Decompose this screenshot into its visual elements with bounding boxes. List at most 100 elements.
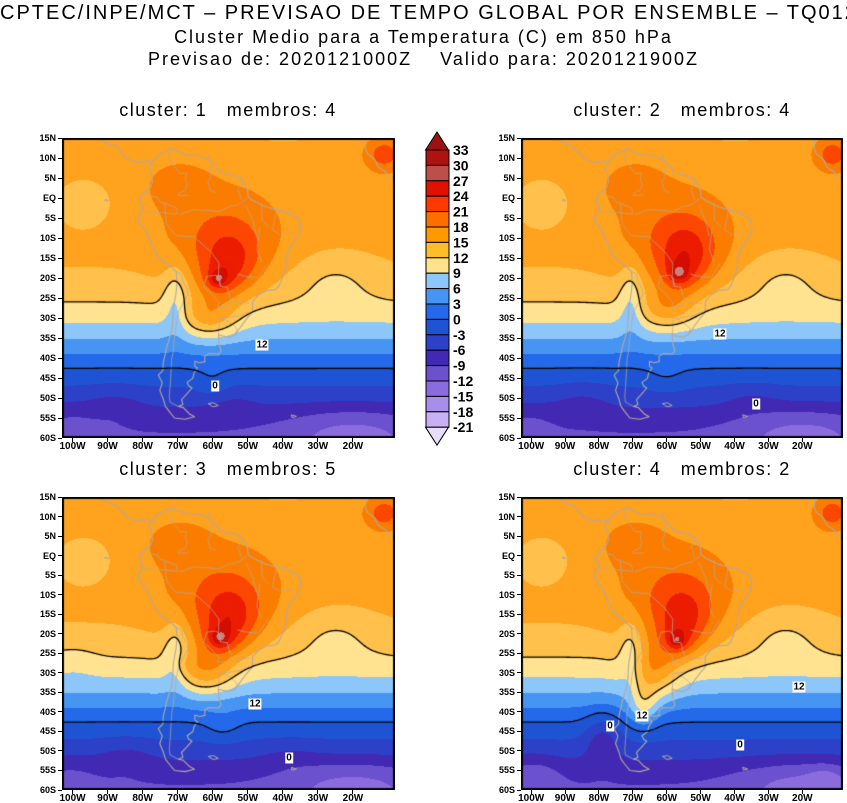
lat-tick xyxy=(517,789,521,791)
lon-label: 90W xyxy=(97,793,118,803)
lat-tick xyxy=(517,137,521,139)
lon-label: 30W xyxy=(758,441,779,452)
lon-label: 30W xyxy=(758,793,779,803)
lat-label: 45S xyxy=(39,726,56,737)
lat-label: 20S xyxy=(39,273,56,283)
lat-label: 10N xyxy=(39,153,56,163)
lat-tick xyxy=(58,691,62,693)
colorbar-value: 15 xyxy=(453,234,469,250)
lat-label: 35S xyxy=(39,333,56,343)
lat-label: 15S xyxy=(498,609,515,620)
lat-tick xyxy=(517,317,521,319)
lon-label: 50W xyxy=(690,441,711,452)
lon-tick xyxy=(212,438,214,442)
lat-tick xyxy=(58,613,62,615)
panel-title-cluster-1: cluster: 1 membros: 4 xyxy=(119,100,337,120)
lat-label: 15N xyxy=(498,492,515,502)
colorbar-segment xyxy=(425,195,450,213)
lat-tick xyxy=(58,197,62,199)
lon-label: 20W xyxy=(342,793,364,803)
lat-tick xyxy=(517,157,521,159)
lat-tick xyxy=(58,750,62,752)
colorbar-value: 30 xyxy=(453,157,469,173)
lat-tick xyxy=(517,516,521,518)
lat-label: 10N xyxy=(498,511,515,522)
lon-label: 20W xyxy=(342,441,364,452)
lat-tick xyxy=(58,157,62,159)
lon-label: 40W xyxy=(724,441,745,452)
lon-tick xyxy=(247,790,249,794)
lon-tick xyxy=(352,438,354,442)
lat-label: 30S xyxy=(39,667,56,678)
lat-tick xyxy=(517,691,521,693)
lon-label: 80W xyxy=(132,793,153,803)
lon-tick xyxy=(632,790,634,794)
lat-tick xyxy=(58,277,62,279)
colorbar-arrow-up xyxy=(424,131,450,151)
lon-tick xyxy=(700,438,702,442)
lat-tick xyxy=(58,711,62,713)
lon-label: 30W xyxy=(307,793,329,803)
lat-tick xyxy=(58,574,62,576)
contour-label: 0 xyxy=(285,752,293,764)
lat-label: 5S xyxy=(44,213,56,223)
lon-label: 60W xyxy=(656,441,678,452)
contour-label: 0 xyxy=(211,380,219,392)
lon-label: 60W xyxy=(202,793,223,803)
lat-tick xyxy=(517,633,521,635)
colorbar-segment xyxy=(425,380,450,397)
lon-label: 70W xyxy=(167,441,188,452)
lat-tick xyxy=(58,337,62,339)
lat-tick xyxy=(517,711,521,713)
lat-label: 15N xyxy=(498,133,515,143)
lat-tick xyxy=(58,516,62,518)
colorbar-value: 33 xyxy=(453,142,469,158)
lat-label: 25S xyxy=(39,648,56,659)
colorbar-value: -12 xyxy=(453,373,473,389)
lon-tick xyxy=(801,438,803,442)
lon-tick xyxy=(598,438,600,442)
lat-label: 60S xyxy=(39,433,56,443)
lat-label: 20S xyxy=(498,273,515,283)
lon-label: 70W xyxy=(622,793,644,803)
lat-label: 5N xyxy=(503,173,515,183)
lat-label: 55S xyxy=(498,765,515,776)
colorbar-segment xyxy=(425,288,450,305)
lat-label: 25S xyxy=(498,648,515,659)
lon-tick xyxy=(282,438,284,442)
map-canvas-cluster-4 xyxy=(521,497,843,790)
lat-label: 15S xyxy=(39,253,56,263)
contour-label: 0 xyxy=(606,720,614,732)
lat-label: EQ xyxy=(501,193,515,203)
lon-label: 20W xyxy=(792,793,813,803)
lat-tick xyxy=(58,730,62,732)
colorbar-segment xyxy=(425,272,450,290)
lat-tick xyxy=(58,769,62,771)
lon-tick xyxy=(734,438,736,442)
lat-tick xyxy=(58,397,62,399)
lat-tick xyxy=(58,297,62,299)
lat-label: 50S xyxy=(39,745,56,756)
colorbar-value: -6 xyxy=(453,342,466,358)
lon-tick xyxy=(564,790,566,794)
panel-title-cluster-3: cluster: 3 membros: 5 xyxy=(119,459,337,479)
contour-label: 12 xyxy=(248,698,262,710)
lon-tick xyxy=(107,790,109,794)
lon-label: 20W xyxy=(792,441,813,452)
lon-tick xyxy=(72,790,74,794)
lat-label: 40S xyxy=(498,706,515,717)
contour-label: 12 xyxy=(635,710,649,722)
lat-tick xyxy=(58,317,62,319)
lat-tick xyxy=(517,417,521,419)
map-canvas-cluster-3 xyxy=(62,497,395,790)
lat-label: 25S xyxy=(39,293,56,303)
colorbar-value: -3 xyxy=(453,327,466,343)
lat-tick xyxy=(58,555,62,557)
lat-tick xyxy=(517,750,521,752)
lat-label: 45S xyxy=(498,373,515,383)
lat-label: 10S xyxy=(39,589,56,600)
lat-label: 35S xyxy=(498,333,515,343)
contour-label: 0 xyxy=(736,739,744,751)
lon-tick xyxy=(767,790,769,794)
